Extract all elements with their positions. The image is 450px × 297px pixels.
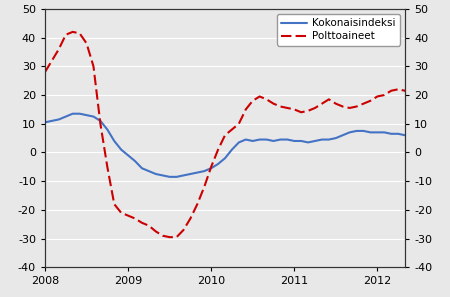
Polttoaineet <box>326 97 332 101</box>
Polttoaineet <box>70 30 76 34</box>
Line: Polttoaineet: Polttoaineet <box>45 32 450 237</box>
Polttoaineet <box>388 89 394 93</box>
Polttoaineet <box>236 122 242 126</box>
Polttoaineet <box>402 89 408 93</box>
Kokonaisindeksi <box>70 112 76 116</box>
Kokonaisindeksi <box>167 175 172 179</box>
Kokonaisindeksi <box>326 138 332 141</box>
Kokonaisindeksi <box>98 119 103 123</box>
Line: Kokonaisindeksi: Kokonaisindeksi <box>45 114 450 177</box>
Kokonaisindeksi <box>388 132 394 136</box>
Polttoaineet <box>42 70 48 74</box>
Kokonaisindeksi <box>236 141 242 144</box>
Legend: Kokonaisindeksi, Polttoaineet: Kokonaisindeksi, Polttoaineet <box>277 14 400 45</box>
Kokonaisindeksi <box>402 133 408 137</box>
Kokonaisindeksi <box>42 121 48 124</box>
Polttoaineet <box>167 235 172 239</box>
Polttoaineet <box>98 122 103 126</box>
